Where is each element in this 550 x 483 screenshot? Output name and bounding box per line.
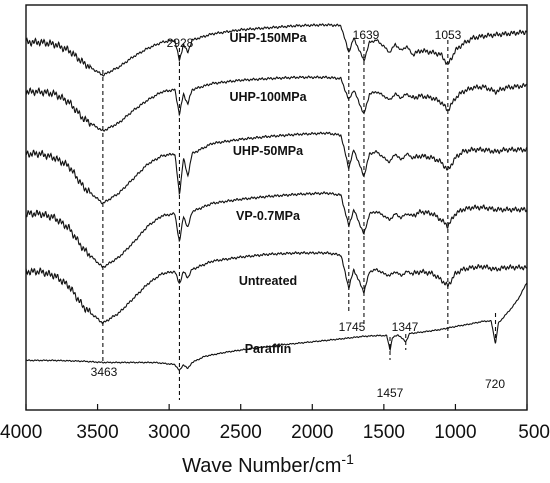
series-label-untreated: Untreated — [239, 274, 297, 288]
x-axis-title: Wave Number/cm-1 — [182, 451, 354, 477]
peak-label-1457: 1457 — [377, 386, 404, 400]
x-tick-label: 1500 — [363, 422, 405, 443]
series-label-uhp-100mpa: UHP-100MPa — [229, 90, 307, 104]
x-axis-title-superscript: -1 — [341, 451, 354, 467]
spectrum-line-vp-0-7mpa — [25, 191, 528, 269]
annotations: UHP-150MPa UHP-100MPa UHP-50MPa VP-0.7MPa Un… — [91, 28, 506, 400]
spectrum-line-uhp-50mpa — [25, 131, 528, 205]
peak-label-1347: 1347 — [392, 320, 419, 334]
plot-frame — [25, 4, 528, 411]
series-label-uhp-50mpa: UHP-50MPa — [233, 144, 304, 158]
x-tick-label: 3500 — [76, 422, 118, 443]
x-axis-ticks: 4000 3500 3000 2500 2000 1500 1000 500 — [0, 404, 550, 443]
x-tick-label: 500 — [518, 422, 550, 443]
spectrum-line-untreated — [25, 251, 528, 325]
x-tick-label: 2000 — [291, 422, 333, 443]
x-tick-label: 4000 — [0, 422, 42, 443]
peak-label-2928: 2928 — [167, 36, 194, 50]
x-tick-label: 3000 — [148, 422, 190, 443]
spectrum-line-uhp-150mpa — [25, 23, 528, 77]
series-label-vp-0-7mpa: VP-0.7MPa — [236, 209, 301, 223]
x-tick-label: 2500 — [220, 422, 262, 443]
spectrum-line-paraffin — [25, 282, 528, 372]
series-label-paraffin: Paraffin — [245, 342, 292, 356]
spectra — [25, 23, 528, 372]
peak-label-1639: 1639 — [353, 28, 380, 42]
peak-label-1745: 1745 — [339, 320, 366, 334]
spectrum-line-uhp-100mpa — [25, 75, 528, 132]
peak-label-1053: 1053 — [435, 28, 462, 42]
x-tick-label: 1000 — [434, 422, 476, 443]
peak-label-720: 720 — [485, 377, 505, 391]
peak-label-3463: 3463 — [91, 365, 118, 379]
series-label-uhp-150mpa: UHP-150MPa — [229, 31, 307, 45]
